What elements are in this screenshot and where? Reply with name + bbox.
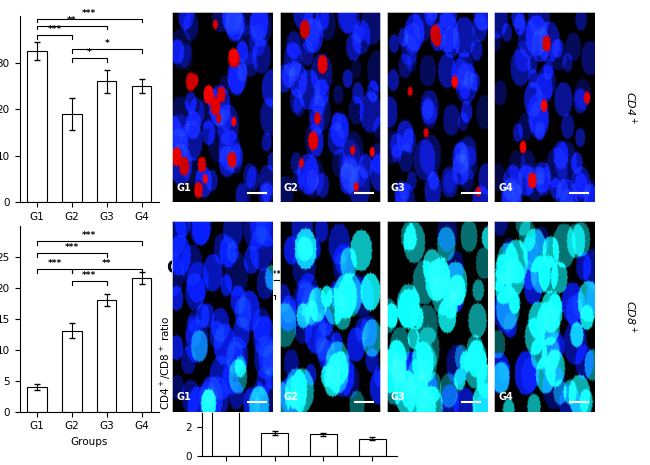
Text: G2: G2 — [283, 183, 298, 193]
Text: **: ** — [67, 16, 77, 25]
Text: ***: *** — [268, 270, 281, 279]
Text: C: C — [166, 259, 179, 277]
Text: *: * — [87, 48, 92, 57]
Text: ***: *** — [65, 244, 79, 252]
Text: ***: *** — [83, 272, 96, 280]
Text: G1: G1 — [176, 392, 191, 402]
Text: CD8$^+$: CD8$^+$ — [623, 300, 638, 332]
Bar — [213, 320, 239, 456]
Bar — [98, 81, 116, 202]
Text: ***: *** — [83, 231, 96, 240]
Bar — [27, 51, 47, 202]
Text: *: * — [105, 39, 109, 48]
Y-axis label: CD4$^+$/CD8$^+$ ratio: CD4$^+$/CD8$^+$ ratio — [159, 315, 173, 410]
Bar — [359, 438, 385, 456]
Bar — [132, 278, 151, 412]
Bar — [62, 331, 81, 412]
Text: G4: G4 — [498, 392, 513, 402]
X-axis label: Groups: Groups — [71, 227, 108, 238]
Text: G3: G3 — [391, 183, 406, 193]
Text: ***: *** — [47, 259, 62, 268]
Text: **: ** — [102, 259, 112, 268]
Text: G2: G2 — [283, 392, 298, 402]
Bar — [132, 86, 151, 202]
Text: G4: G4 — [498, 183, 513, 193]
Bar — [98, 300, 116, 412]
Text: ***: *** — [47, 25, 62, 34]
Text: ***: *** — [243, 286, 257, 294]
Text: ***: *** — [83, 9, 96, 18]
Text: CD4$^+$: CD4$^+$ — [623, 91, 638, 123]
X-axis label: Groups: Groups — [71, 437, 108, 447]
Bar — [310, 434, 337, 456]
Text: G3: G3 — [391, 392, 406, 402]
Bar — [261, 433, 288, 456]
Bar — [27, 387, 47, 412]
Bar — [62, 114, 81, 202]
Text: G1: G1 — [176, 183, 191, 193]
